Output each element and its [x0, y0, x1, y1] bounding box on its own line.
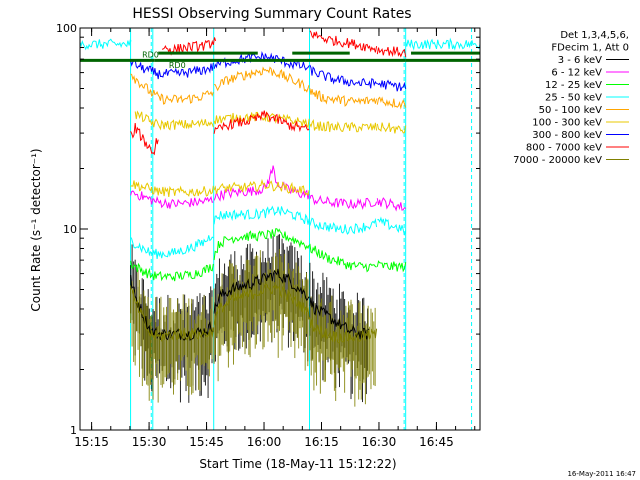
legend: Det 1,3,4,5,6, FDecim 1, Att 03 - 6 keV 6 … — [513, 30, 629, 166]
series-line — [309, 119, 378, 133]
series-line — [213, 205, 310, 225]
series-line — [376, 122, 407, 134]
legend-header: Det 1,3,4,5,6, — [560, 30, 629, 41]
series-line — [377, 216, 407, 236]
legend-label: 3 - 6 keV — [558, 55, 602, 66]
rd0-annotation: RD0 — [142, 50, 159, 59]
series-line — [130, 235, 214, 259]
series-line — [80, 38, 132, 51]
y-tick-label: 100 — [56, 22, 77, 35]
x-tick-label: 16:00 — [247, 435, 282, 449]
series-line — [376, 197, 406, 212]
legend-label: 12 - 25 keV — [545, 80, 602, 91]
y-tick-label: 10 — [63, 223, 77, 236]
legend-label: 6 - 12 keV — [551, 68, 602, 79]
series-line — [309, 64, 378, 89]
x-tick-label: 15:15 — [74, 435, 109, 449]
series-line — [130, 73, 214, 105]
series-line — [376, 46, 407, 58]
x-tick-label: 16:45 — [419, 435, 454, 449]
plot-area: RD0 RD0 — [80, 28, 480, 430]
series-line — [213, 66, 310, 93]
y-axis-label: Count Rate (s⁻¹ detector⁻¹) — [29, 148, 43, 311]
series-line — [213, 178, 310, 197]
series-line — [213, 111, 310, 129]
legend-label: 50 - 100 keV — [539, 105, 603, 116]
series-line — [134, 110, 214, 131]
series-line — [213, 283, 310, 326]
series-line — [309, 194, 378, 211]
legend-header: FDecim 1, Att 0 — [551, 43, 629, 54]
x-tick-label: 15:30 — [132, 435, 167, 449]
series-line — [130, 123, 159, 156]
legend-label: 25 - 50 keV — [545, 93, 602, 104]
series-line — [130, 260, 214, 282]
series-line — [130, 288, 214, 342]
series-line — [309, 217, 378, 235]
legend-label: 100 - 300 keV — [532, 118, 602, 129]
series-line — [213, 50, 310, 71]
footer-timestamp: 16-May-2011 16:47 — [567, 470, 636, 478]
series-line — [376, 260, 407, 273]
series-line — [376, 79, 407, 92]
y-tick-label: 1 — [70, 424, 77, 437]
series-line — [309, 297, 370, 340]
series-line — [213, 110, 310, 134]
series-line — [309, 30, 378, 53]
series-line — [213, 228, 310, 261]
series-line — [130, 190, 214, 209]
series-line — [376, 96, 407, 110]
plot-frame — [79, 27, 481, 431]
axis-ticks: 1 10 100 15:15 15:30 15:45 16:00 16:15 16:30 16:4… — [56, 22, 480, 449]
x-tick-label: 15:45 — [189, 435, 224, 449]
series-line — [161, 37, 217, 56]
series-line — [309, 318, 378, 344]
series-line — [309, 88, 378, 107]
series-line — [130, 59, 214, 80]
x-tick-label: 16:15 — [304, 435, 339, 449]
rd0-annotation: RD0 — [169, 61, 186, 70]
series-line — [309, 243, 377, 273]
chart-title: HESSI Observing Summary Count Rates — [132, 6, 411, 22]
x-axis-label: Start Time (18-May-11 15:12:22) — [199, 457, 396, 471]
legend-label: 800 - 7000 keV — [526, 143, 602, 154]
x-tick-label: 16:30 — [362, 435, 397, 449]
legend-label: 7000 - 20000 keV — [513, 155, 602, 166]
series-line — [130, 180, 214, 197]
legend-label: 300 - 800 keV — [532, 130, 602, 141]
series-line — [213, 268, 310, 314]
series-line — [405, 37, 480, 51]
